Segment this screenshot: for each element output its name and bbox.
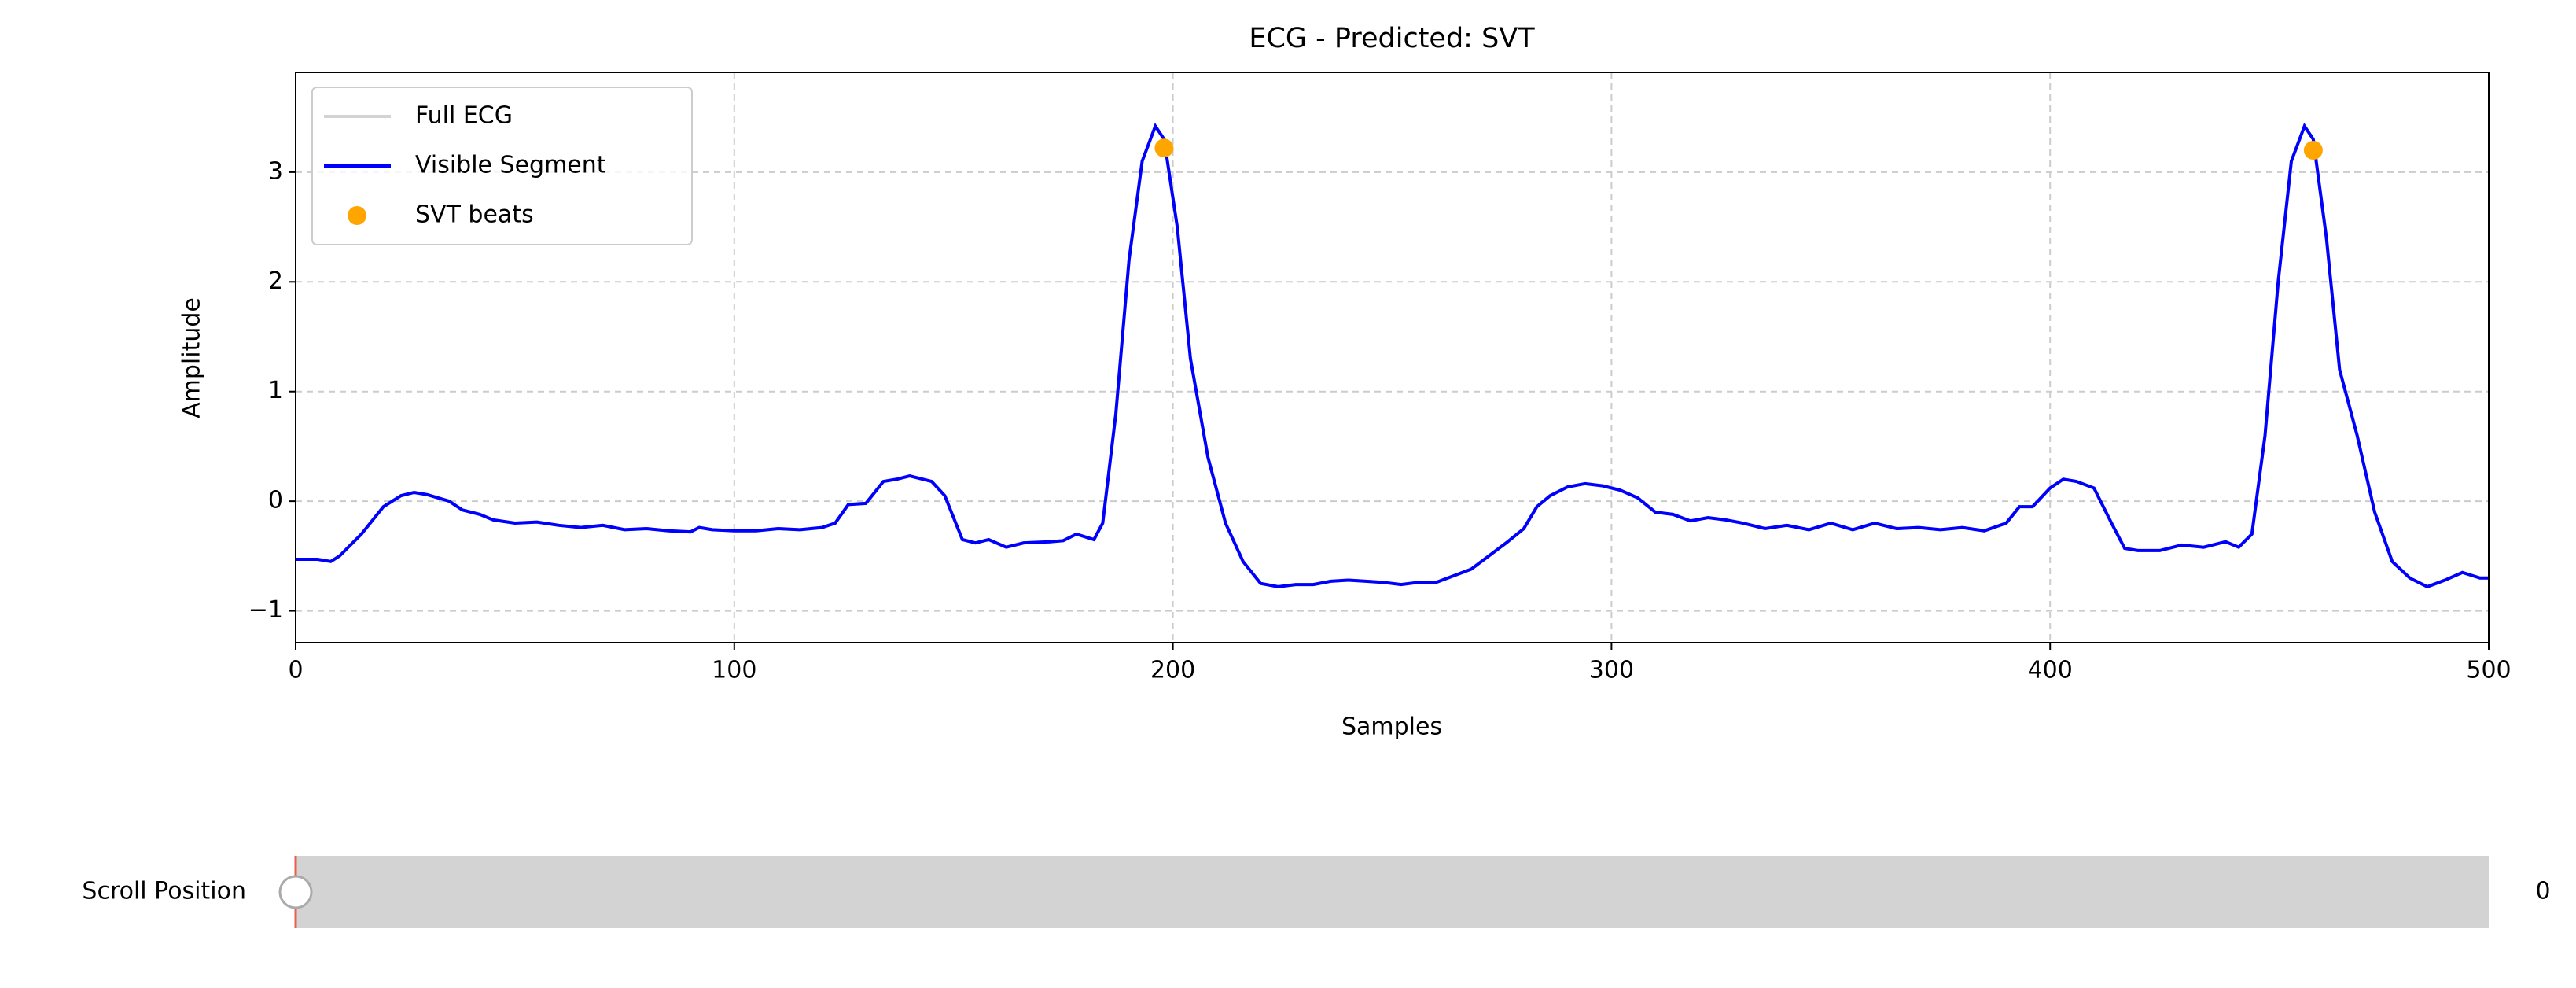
line-series: [296, 122, 2489, 589]
legend-label: Visible Segment: [415, 152, 606, 179]
y-tick-label: −1: [248, 596, 283, 624]
legend-swatch: [348, 206, 366, 225]
legend-entries: Full ECG Visible Segment SVT beats: [324, 102, 606, 229]
legend: [311, 87, 693, 245]
x-tick-label: 0: [288, 657, 303, 684]
axes-frame: [295, 72, 2490, 643]
slider-handle[interactable]: [278, 875, 313, 909]
plot-area: 0 100 200 300 400 500 −1 0 1 2 3: [248, 72, 2512, 684]
chart-title: ECG - Predicted: SVT: [1249, 23, 1535, 54]
y-tick-label: 3: [268, 157, 283, 185]
x-axis-label: Samples: [1341, 713, 1442, 741]
slider-label: Scroll Position: [82, 878, 246, 905]
legend-label: SVT beats: [415, 201, 534, 229]
y-tick-label: 0: [268, 487, 283, 514]
x-tick-label: 100: [712, 657, 756, 684]
slider-value: 0: [2535, 878, 2550, 905]
y-tick-label: 1: [268, 377, 283, 404]
legend-label: Full ECG: [415, 102, 513, 130]
x-tick-label: 400: [2028, 657, 2073, 684]
x-tick-label: 500: [2466, 657, 2511, 684]
x-tick-label: 200: [1150, 657, 1195, 684]
slider-track[interactable]: [296, 856, 2489, 928]
scatter-point: [2303, 140, 2323, 160]
y-tick-label: 2: [268, 267, 283, 295]
x-tick-label: 300: [1589, 657, 1634, 684]
scatter-point: [1154, 138, 1174, 158]
y-axis-label: Amplitude: [178, 297, 206, 418]
